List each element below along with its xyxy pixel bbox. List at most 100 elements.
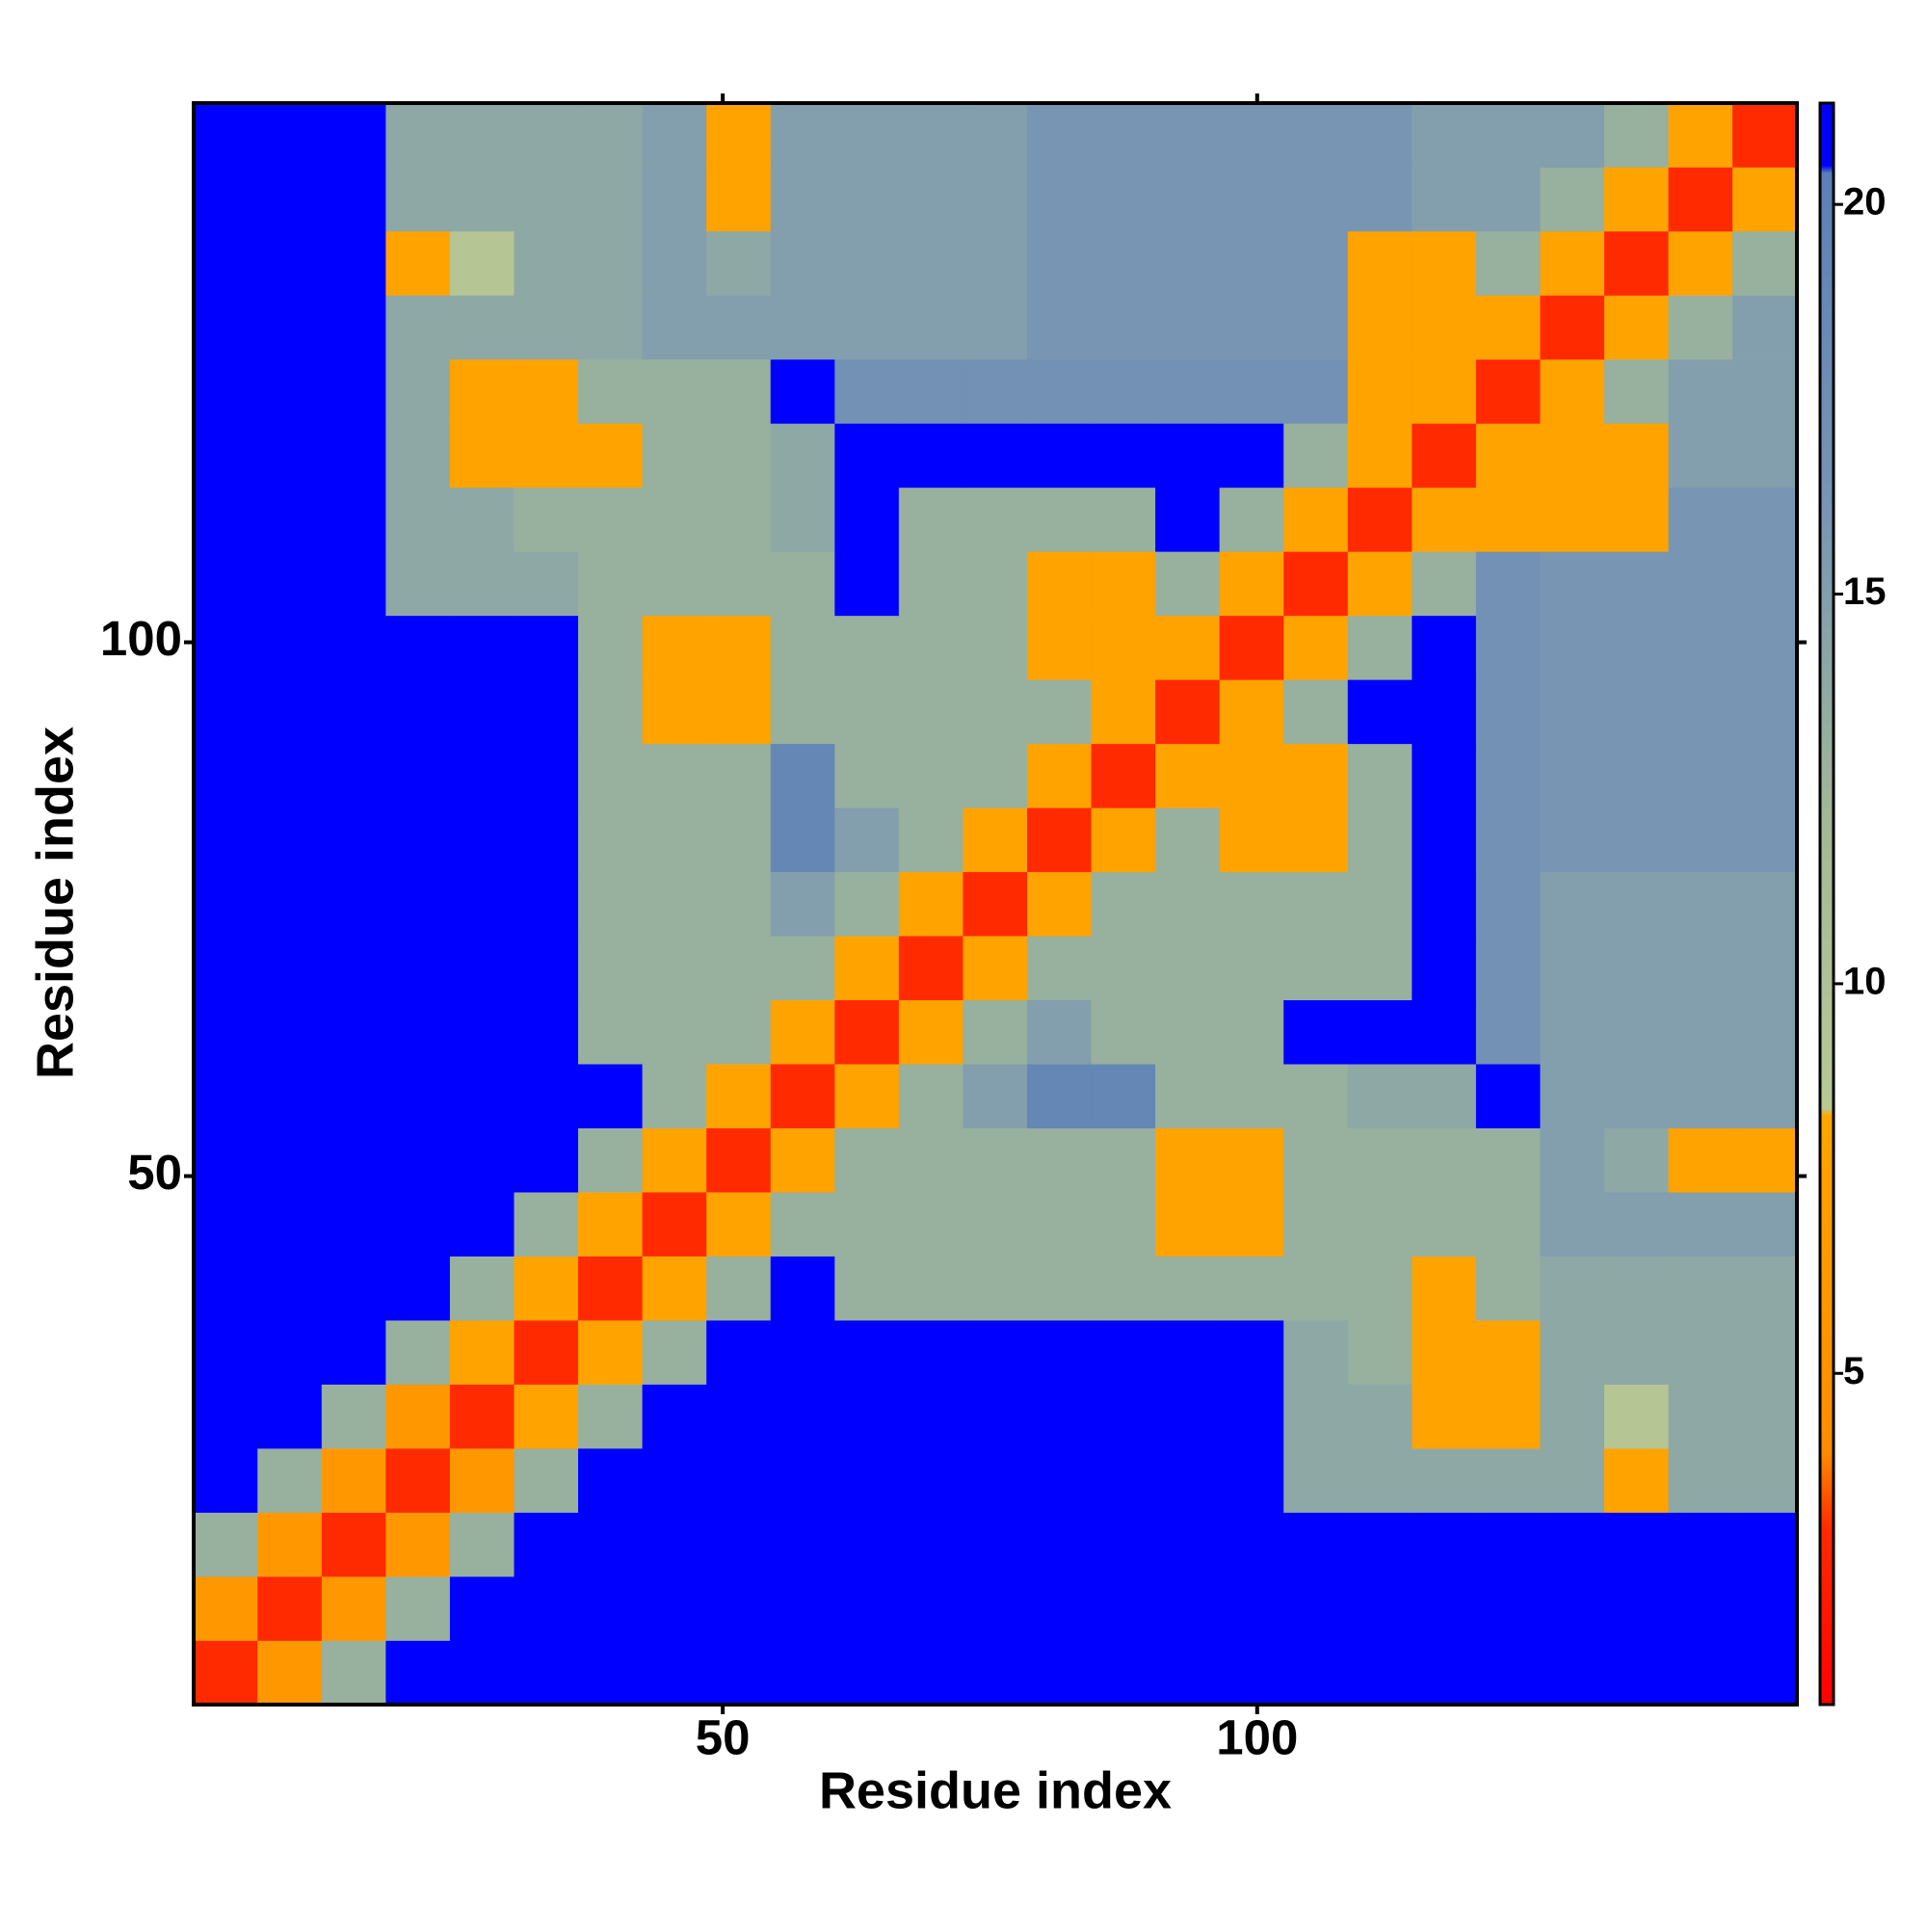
heatmap-cell <box>385 871 451 937</box>
heatmap-cell <box>1026 871 1093 937</box>
heatmap-cell <box>834 167 900 232</box>
heatmap-cell <box>1155 679 1221 745</box>
heatmap-cell <box>1026 1256 1093 1321</box>
heatmap-cell <box>1155 743 1221 808</box>
heatmap-cell <box>578 295 644 360</box>
heatmap-cell <box>321 1384 386 1449</box>
heatmap-cell <box>1412 167 1477 232</box>
heatmap-cell <box>1155 423 1221 489</box>
heatmap-cell <box>770 423 835 489</box>
heatmap-cell <box>898 1575 964 1641</box>
heatmap-cell <box>706 1447 772 1513</box>
heatmap-cell <box>578 1447 644 1513</box>
heatmap-cell <box>1091 1191 1156 1257</box>
heatmap-cell <box>1347 615 1412 680</box>
heatmap-cell <box>1155 935 1221 1001</box>
heatmap-cell <box>1732 358 1798 424</box>
heatmap-cell <box>514 1256 579 1321</box>
heatmap-cell <box>193 487 258 552</box>
heatmap-cell <box>1347 1640 1412 1706</box>
heatmap-cell <box>193 935 258 1001</box>
heatmap-cell <box>834 1384 900 1449</box>
heatmap-cell <box>257 679 323 745</box>
heatmap-cell <box>1604 871 1670 937</box>
heatmap-cell <box>385 1447 451 1513</box>
heatmap-cell <box>385 807 451 873</box>
heatmap-cell <box>898 1256 964 1321</box>
heatmap-cell <box>1347 1447 1412 1513</box>
heatmap-cell <box>642 1191 707 1257</box>
heatmap-cell <box>1412 935 1477 1001</box>
heatmap-cell <box>1668 1447 1733 1513</box>
heatmap-cell <box>1026 167 1093 232</box>
heatmap-cell <box>1540 807 1605 873</box>
heatmap-cell <box>963 1575 1028 1641</box>
heatmap-cell <box>898 358 964 424</box>
heatmap-cell <box>1283 1575 1349 1641</box>
heatmap-cell <box>578 935 644 1001</box>
heatmap-cell <box>1347 871 1412 937</box>
heatmap-cell <box>1155 358 1221 424</box>
heatmap-cell <box>1412 295 1477 360</box>
heatmap-cell <box>1412 1319 1477 1385</box>
heatmap-cell <box>642 1447 707 1513</box>
heatmap-cell <box>898 743 964 808</box>
heatmap-cell <box>321 423 386 489</box>
heatmap-cell <box>1604 230 1670 296</box>
heatmap-cell <box>1732 1063 1798 1128</box>
heatmap-cell <box>1091 1063 1156 1128</box>
heatmap-cell <box>1668 551 1733 617</box>
heatmap-cell <box>1604 615 1670 680</box>
heatmap-cell <box>514 1640 579 1706</box>
heatmap-cell <box>1347 679 1412 745</box>
heatmap-cell <box>1155 1384 1221 1449</box>
heatmap-cell <box>1155 1512 1221 1577</box>
heatmap-cell <box>1604 295 1670 360</box>
heatmap-cell <box>1668 807 1733 873</box>
heatmap-cell <box>1604 679 1670 745</box>
heatmap-cell <box>1668 423 1733 489</box>
heatmap-cell <box>706 551 772 617</box>
heatmap-cell <box>1347 1127 1412 1193</box>
heatmap-cell <box>898 1512 964 1577</box>
heatmap-cell <box>1668 1319 1733 1385</box>
heatmap-cell <box>1347 1319 1412 1385</box>
heatmap-cell <box>1604 1640 1670 1706</box>
heatmap-cell <box>834 1256 900 1321</box>
heatmap-cell <box>257 358 323 424</box>
heatmap-cell <box>1475 551 1542 617</box>
heatmap-cell <box>1219 1384 1284 1449</box>
heatmap-cell <box>1604 167 1670 232</box>
heatmap-cell <box>1540 1063 1605 1128</box>
heatmap-cell <box>834 1512 900 1577</box>
heatmap-cell <box>514 871 579 937</box>
heatmap-cell <box>257 167 323 232</box>
heatmap-cell <box>963 1063 1028 1128</box>
heatmap-cell <box>1540 295 1605 360</box>
heatmap-cell <box>1347 1575 1412 1641</box>
heatmap-cell <box>770 615 835 680</box>
heatmap-cell <box>449 358 515 424</box>
heatmap-cell <box>1732 230 1798 296</box>
heatmap-cell <box>642 1127 707 1193</box>
heatmap-cell <box>963 230 1028 296</box>
heatmap-cell <box>321 358 386 424</box>
heatmap-cell <box>770 1512 835 1577</box>
heatmap-cell <box>642 295 707 360</box>
heatmap-cell <box>770 487 835 552</box>
heatmap-cell <box>1347 102 1412 168</box>
heatmap-cell <box>898 615 964 680</box>
heatmap-cell <box>1540 423 1605 489</box>
heatmap-cell <box>834 679 900 745</box>
heatmap-cell <box>257 1063 323 1128</box>
heatmap-cell <box>1604 358 1670 424</box>
heatmap-cell <box>578 615 644 680</box>
heatmap-cell <box>449 1127 515 1193</box>
heatmap-cell <box>514 1127 579 1193</box>
heatmap-cell <box>449 743 515 808</box>
heatmap-cell <box>1155 551 1221 617</box>
heatmap-cell <box>257 871 323 937</box>
heatmap-cell <box>321 999 386 1065</box>
heatmap-cell <box>770 1256 835 1321</box>
heatmap-cell <box>1732 1512 1798 1577</box>
